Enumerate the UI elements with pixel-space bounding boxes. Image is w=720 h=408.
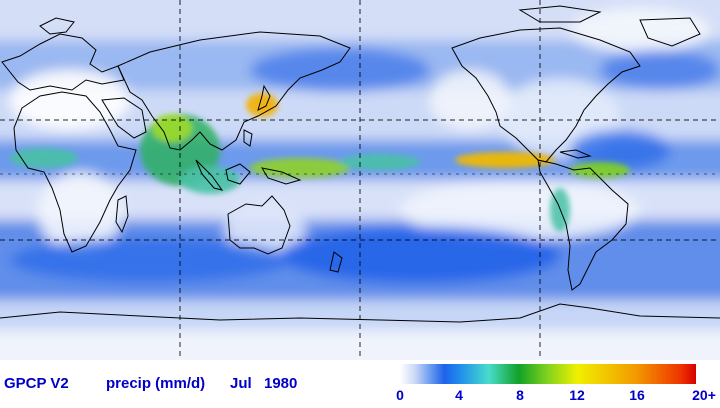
- colorbar-tick: 8: [516, 387, 524, 403]
- colorbar-gradient: [400, 364, 696, 384]
- year-label: 1980: [264, 375, 298, 392]
- colorbar-tick: 4: [455, 387, 463, 403]
- colorbar: [400, 364, 696, 384]
- colorbar-tick: 20+: [692, 387, 716, 403]
- gridlines: [0, 0, 720, 360]
- colorbar-tick: 12: [569, 387, 585, 403]
- colorbar-tick: 16: [629, 387, 645, 403]
- variable-label: precip (mm/d): [106, 375, 206, 392]
- precipitation-map: [0, 0, 720, 360]
- colorbar-tick: 0: [396, 387, 404, 403]
- month-label: Jul: [230, 375, 252, 392]
- coastlines: [0, 5, 720, 323]
- dataset-label: GPCP V2: [4, 375, 69, 392]
